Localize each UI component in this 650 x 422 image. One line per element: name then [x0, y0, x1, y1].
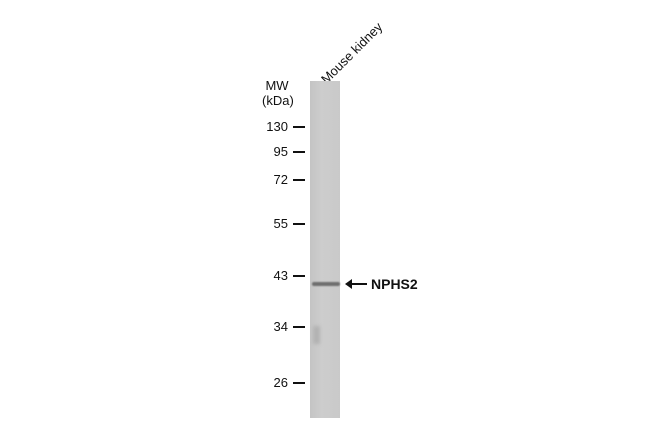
marker-tick	[293, 275, 305, 277]
marker-label: 34	[273, 319, 288, 334]
target-protein-label: NPHS2	[371, 276, 418, 292]
marker-43: 43	[250, 269, 307, 283]
marker-55: 55	[250, 217, 307, 231]
marker-95: 95	[250, 145, 307, 159]
marker-tick	[293, 126, 305, 128]
marker-tick	[293, 179, 305, 181]
mw-header-line2: (kDa)	[262, 93, 294, 108]
mw-header: MW (kDa)	[262, 78, 294, 108]
marker-label: 55	[273, 216, 288, 231]
blot-lane	[310, 81, 340, 418]
marker-label: 43	[273, 268, 288, 283]
marker-72: 72	[250, 173, 307, 187]
marker-label: 26	[273, 375, 288, 390]
nphs2-band	[312, 282, 340, 286]
marker-label: 95	[273, 144, 288, 159]
marker-label: 72	[273, 172, 288, 187]
marker-tick	[293, 151, 305, 153]
marker-26: 26	[250, 376, 307, 390]
marker-tick	[293, 326, 305, 328]
marker-tick	[293, 223, 305, 225]
lane-smear	[313, 326, 320, 344]
lane-label: Mouse kidney	[318, 19, 386, 87]
marker-130: 130	[250, 120, 307, 134]
mw-header-line1: MW	[265, 78, 289, 93]
marker-tick	[293, 382, 305, 384]
marker-34: 34	[250, 320, 307, 334]
marker-label: 130	[266, 119, 288, 134]
left-arrow-icon	[345, 279, 367, 289]
